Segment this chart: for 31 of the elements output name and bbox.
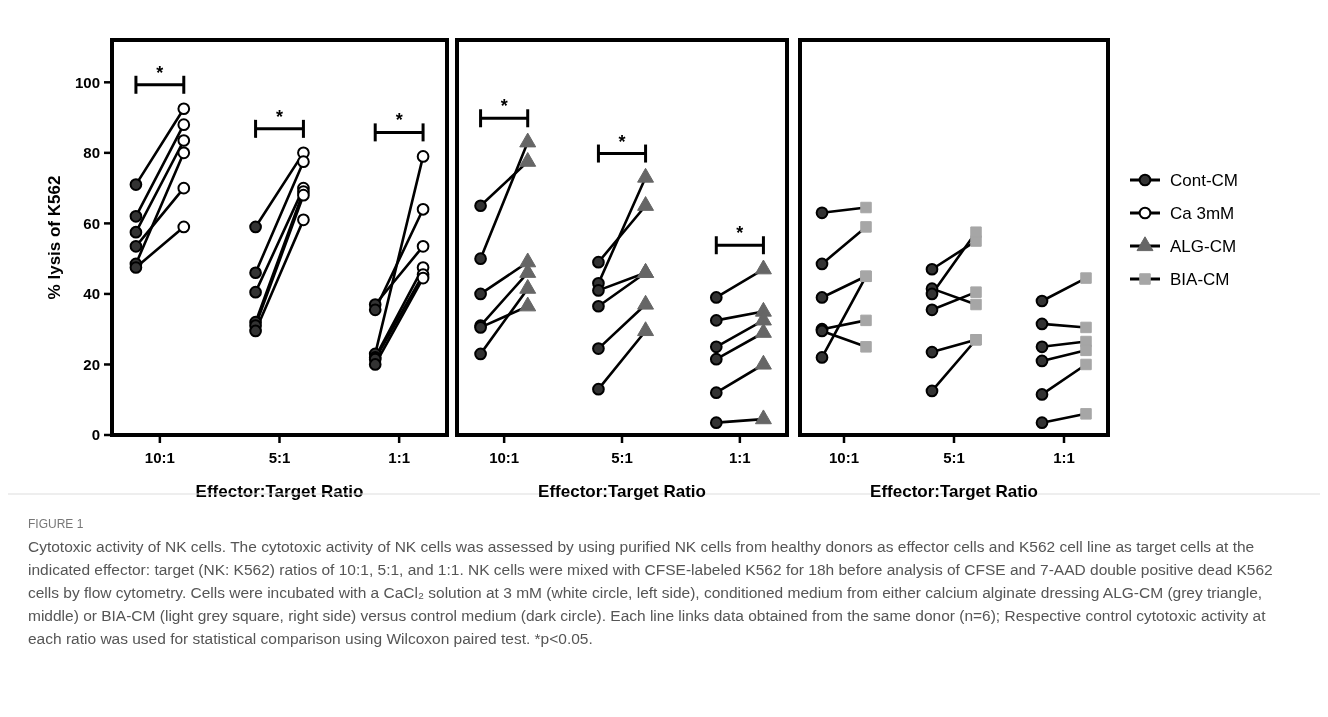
annotation: * <box>275 106 284 127</box>
legend-label: ALG-CM <box>1170 237 1237 256</box>
x-tick-label: 5:1 <box>268 449 291 466</box>
x-tick-label: 1:1 <box>1053 449 1075 466</box>
legend-label: Cont-CM <box>1170 171 1239 190</box>
x-axis-title: Effector:Target Ratio <box>195 482 364 501</box>
annotation: * <box>156 62 164 83</box>
y-tick-label: 40 <box>83 285 100 303</box>
y-tick-label: 60 <box>83 214 100 232</box>
x-tick-label: 1:1 <box>388 449 410 466</box>
legend-label: BIA-CM <box>1170 270 1230 289</box>
annotation: * <box>500 96 508 117</box>
text: Cytotoxic activity of NK cells. The cytotoxic activity of NK cells was assessed by using purified NK cells from healthy donors as effector cells and K562 cell line as target cells at the indicated effector: target (NK: K562) ratios of 10:1, 5:1, and 1:1. NK cells were mixed with CFSE-labeled K562 for 18h before analysis of CFSE and 7-AAD double positive dead K562 cells by flow cytometry. Cells were incubated with a CaCl₂ solution at 3 mM (white circle, left side), conditioned medium from either calcium alginate dressing ALG-CM (grey triangle, middle) or BIA-CM (light grey square, right side) versus control medium (dark circle). Each line links data obtained from the same donor (n=6); Respective control cytotoxic activity at each ratio was used for statistical comparison using Wilcoxon paired test. *p<0.05. <box>28 538 1273 647</box>
x-tick-label: 1:1 <box>729 449 751 466</box>
y-tick-label: 20 <box>83 355 100 373</box>
x-axis-title: Effector:Target Ratio <box>538 482 706 501</box>
y-axis-title: % lysis of K562 <box>45 175 64 300</box>
y-tick-label: 80 <box>83 144 100 162</box>
x-tick-label: 10:1 <box>828 449 860 466</box>
x-tick-label: 5:1 <box>943 449 965 466</box>
annotation: * <box>395 110 403 131</box>
caption: FIGURE 1 <box>28 517 84 531</box>
x-axis-title: Effector:Target Ratio <box>870 482 1038 501</box>
annotation: * <box>618 131 626 152</box>
legend-label: Ca 3mM <box>1170 204 1235 223</box>
annotation: * <box>736 223 744 244</box>
x-tick-label: 10:1 <box>489 449 520 466</box>
x-tick-label: 10:1 <box>144 449 175 466</box>
y-tick-label: 0 <box>91 426 100 444</box>
x-tick-label: 5:1 <box>611 449 633 466</box>
y-tick-label: 100 <box>74 73 100 91</box>
